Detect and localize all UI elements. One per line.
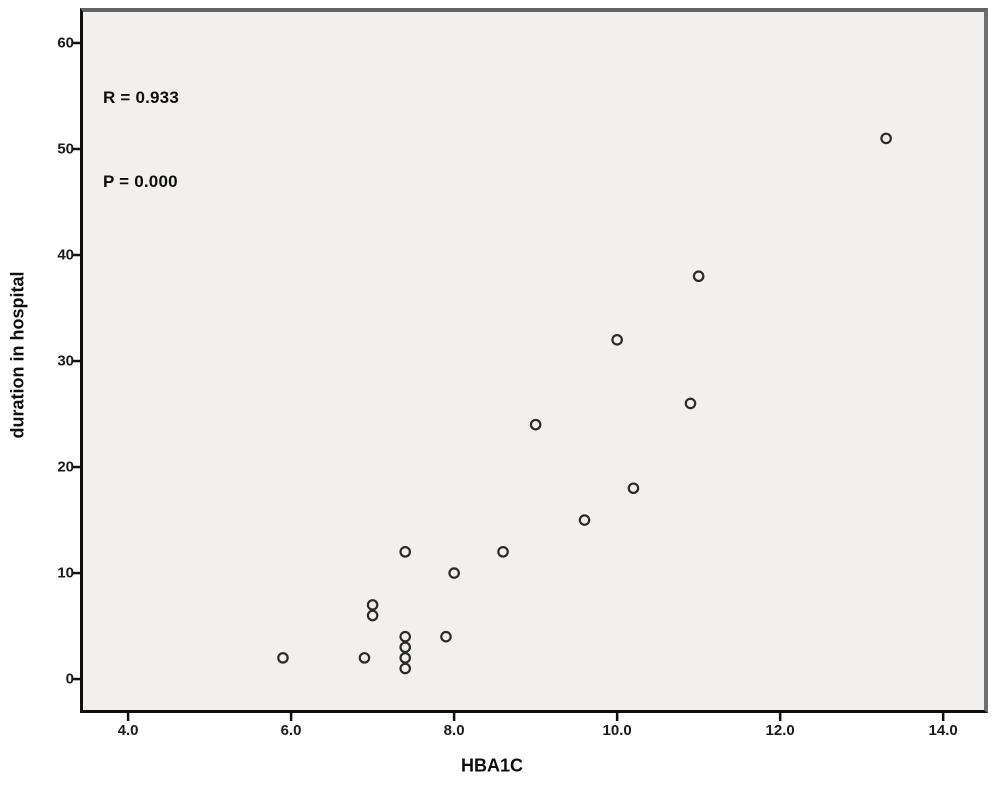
data-point <box>399 630 412 643</box>
data-point <box>399 546 412 558</box>
data-point <box>366 609 379 622</box>
y-tick-label: 40 <box>57 246 74 264</box>
data-point <box>880 132 892 145</box>
x-tick-label: 8.0 <box>443 722 465 739</box>
y-tick-label: 50 <box>57 140 74 158</box>
data-point <box>497 546 509 558</box>
data-point <box>529 418 542 431</box>
data-point <box>627 482 640 495</box>
x-axis-title: HBA1C <box>460 755 524 776</box>
data-point <box>692 270 705 283</box>
x-tick-label: 4.0 <box>117 722 139 739</box>
data-point <box>611 334 623 346</box>
data-point <box>440 630 452 643</box>
data-point <box>578 514 591 526</box>
data-point <box>277 652 289 664</box>
y-tick-label: 10 <box>57 564 74 582</box>
x-tick-label: 12.0 <box>765 722 795 739</box>
y-tick-label: 30 <box>57 352 74 370</box>
annotation-p-value: P = 0.000 <box>103 172 178 191</box>
x-tick-label: 10.0 <box>602 722 632 739</box>
data-point <box>366 599 379 611</box>
y-tick-label: 0 <box>65 670 74 688</box>
x-tick-label: 14.0 <box>928 722 958 739</box>
data-point <box>399 652 412 664</box>
y-tick-label: 20 <box>57 458 74 476</box>
data-point <box>684 397 697 410</box>
data-point <box>358 652 371 664</box>
x-tick-label: 6.0 <box>280 722 302 739</box>
y-tick-label: 60 <box>57 34 74 52</box>
data-point <box>399 662 412 675</box>
correlation-annotation: R = 0.933 P = 0.000 <box>103 28 179 252</box>
data-point <box>399 641 412 654</box>
plot-area <box>80 8 988 713</box>
data-point <box>448 567 460 579</box>
annotation-r-value: R = 0.933 <box>103 88 179 107</box>
